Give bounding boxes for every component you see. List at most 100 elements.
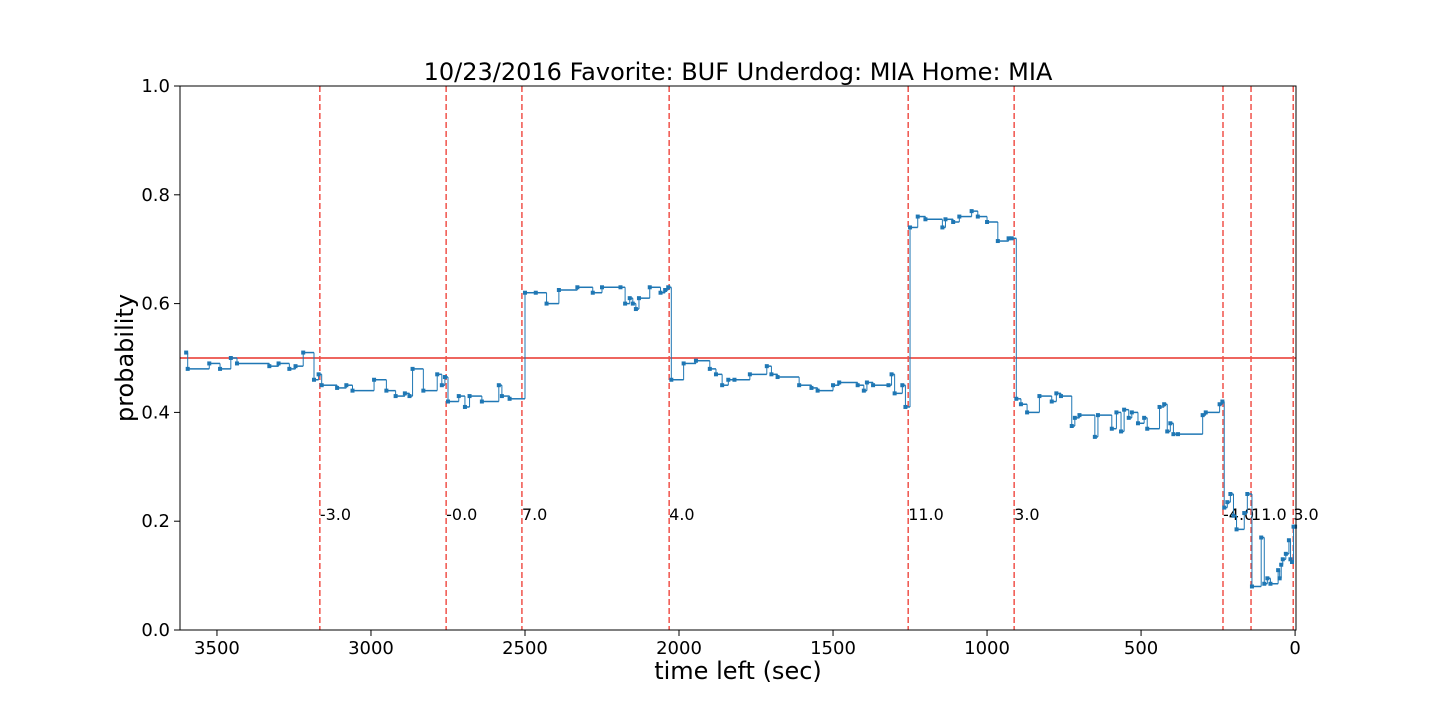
point (575, 285, 580, 290)
point (344, 383, 349, 388)
point (666, 285, 671, 290)
point (319, 383, 324, 388)
point (623, 301, 628, 306)
point (681, 361, 686, 366)
point (410, 366, 415, 371)
point (1092, 434, 1097, 439)
point (496, 383, 501, 388)
point (407, 394, 412, 399)
point (1288, 557, 1293, 562)
point (1276, 568, 1281, 573)
point (969, 209, 974, 214)
y-axis-label: probability (111, 294, 139, 422)
point (1037, 394, 1042, 399)
point (726, 377, 731, 382)
point (871, 383, 876, 388)
point (1286, 538, 1291, 543)
point (1049, 399, 1054, 404)
point (831, 383, 836, 388)
x-tick-label: 500 (1124, 638, 1158, 659)
point (393, 394, 398, 399)
point (1217, 402, 1222, 407)
point (764, 364, 769, 369)
point (900, 383, 905, 388)
point (556, 288, 561, 292)
point (663, 288, 668, 292)
point (815, 388, 820, 393)
point (1009, 236, 1014, 241)
point (1220, 399, 1225, 404)
point (985, 220, 990, 224)
point (544, 301, 549, 306)
point (732, 377, 737, 382)
point (630, 301, 635, 306)
x-tick-label: 3000 (348, 638, 394, 659)
point (837, 380, 842, 385)
event-label: 7.0 (522, 505, 547, 524)
point (442, 375, 447, 380)
point (1200, 413, 1205, 418)
point (522, 290, 527, 295)
point (886, 383, 891, 388)
point (864, 380, 869, 385)
point (276, 361, 281, 366)
point (1162, 402, 1167, 407)
point (600, 285, 605, 290)
point (855, 383, 860, 388)
point (923, 217, 928, 222)
point (1280, 557, 1285, 562)
event-label: -4.0 (1223, 505, 1254, 524)
point (1231, 513, 1236, 518)
chart-title: 10/23/2016 Favorite: BUF Underdog: MIA H… (424, 58, 1053, 86)
point (975, 214, 980, 219)
point (903, 404, 908, 409)
point (1228, 492, 1233, 496)
point (507, 396, 512, 401)
point (1283, 551, 1288, 556)
point (384, 388, 389, 393)
point (1006, 236, 1011, 241)
point (1277, 576, 1282, 581)
point (267, 364, 272, 369)
event-label: -0.0 (446, 505, 477, 524)
point (1114, 410, 1119, 415)
point (713, 372, 718, 377)
point (1069, 424, 1074, 428)
point (1077, 413, 1082, 418)
point (311, 377, 316, 382)
y-tick-label: 0.8 (141, 185, 170, 206)
plot-frame (179, 85, 1297, 631)
x-axis-label: time left (sec) (654, 657, 822, 685)
point (184, 350, 189, 355)
point (234, 361, 239, 366)
point (316, 372, 321, 377)
point (1145, 426, 1150, 431)
point (402, 391, 407, 396)
point (301, 350, 306, 355)
point (1249, 584, 1254, 589)
point (647, 285, 652, 290)
point (1262, 581, 1267, 586)
x-tick-label: 1000 (964, 638, 1010, 659)
point (658, 290, 663, 295)
point (1259, 535, 1264, 540)
point (445, 399, 450, 404)
point (1072, 415, 1077, 420)
x-tick-label: 2500 (502, 638, 548, 659)
point (533, 290, 538, 295)
x-tick-label: 1500 (810, 638, 856, 659)
point (769, 372, 774, 377)
point (1245, 492, 1250, 496)
point (1225, 500, 1230, 505)
point (1135, 421, 1140, 426)
point (1268, 581, 1273, 586)
x-tick-label: 2000 (656, 638, 702, 659)
point (1242, 511, 1247, 516)
point (207, 361, 212, 366)
point (943, 217, 948, 222)
point (1095, 413, 1100, 418)
point (892, 391, 897, 396)
point (1293, 524, 1298, 529)
